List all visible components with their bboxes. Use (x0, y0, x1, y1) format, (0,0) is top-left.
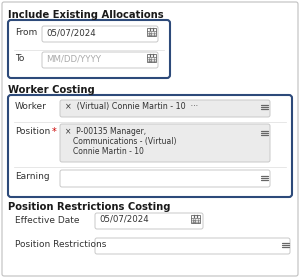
Text: 05/07/2024: 05/07/2024 (46, 28, 96, 37)
Bar (147, 54, 156, 62)
Text: Position: Position (15, 127, 50, 136)
Text: Earning: Earning (15, 172, 50, 181)
FancyBboxPatch shape (42, 52, 158, 68)
FancyBboxPatch shape (8, 95, 292, 197)
Text: To: To (15, 54, 24, 63)
Text: ×  P-00135 Manager,: × P-00135 Manager, (65, 127, 146, 136)
Text: Connie Martin - 10: Connie Martin - 10 (73, 147, 144, 156)
FancyBboxPatch shape (60, 170, 270, 187)
FancyBboxPatch shape (95, 238, 290, 254)
Text: MM/DD/YYYY: MM/DD/YYYY (46, 54, 101, 63)
Text: ×  (Virtual) Connie Martin - 10  ···: × (Virtual) Connie Martin - 10 ··· (65, 102, 198, 111)
Text: Position Restrictions Costing: Position Restrictions Costing (8, 202, 170, 212)
FancyBboxPatch shape (95, 213, 203, 229)
FancyBboxPatch shape (2, 2, 298, 276)
FancyBboxPatch shape (60, 100, 270, 117)
Text: *: * (52, 127, 57, 137)
Text: Communications - (Virtual): Communications - (Virtual) (73, 137, 176, 146)
Text: Worker: Worker (15, 102, 47, 111)
Bar (147, 28, 156, 36)
Text: Effective Date: Effective Date (15, 216, 80, 225)
FancyBboxPatch shape (60, 124, 270, 162)
Bar (191, 215, 200, 223)
Text: Position Restrictions: Position Restrictions (15, 240, 106, 249)
Text: 05/07/2024: 05/07/2024 (99, 215, 149, 224)
Text: Worker Costing: Worker Costing (8, 85, 95, 95)
FancyBboxPatch shape (42, 26, 158, 42)
Text: From: From (15, 28, 37, 37)
Text: Include Existing Allocations: Include Existing Allocations (8, 10, 164, 20)
FancyBboxPatch shape (8, 20, 170, 78)
